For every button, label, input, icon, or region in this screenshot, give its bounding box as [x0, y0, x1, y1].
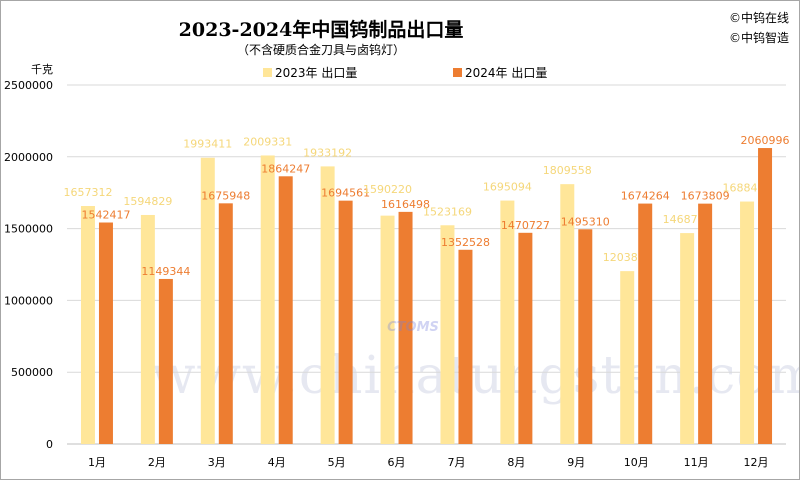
- legend-swatch-2023: [263, 68, 272, 77]
- bar-2024: [278, 176, 293, 444]
- bar-2023: [80, 206, 95, 444]
- data-label: 1694561: [321, 187, 370, 200]
- bar-2024: [458, 249, 473, 444]
- copyright-1: ©中钨在线: [728, 11, 789, 25]
- bar-2024: [698, 203, 713, 444]
- data-label: 1352528: [441, 236, 490, 249]
- data-label: 1594829: [123, 195, 172, 208]
- data-label: 1933192: [303, 146, 352, 159]
- legend-label-2024: 2024年 出口量: [465, 66, 548, 80]
- bar-2024: [398, 211, 413, 444]
- legend-2024: 2024年 出口量: [453, 64, 547, 81]
- bar-2024: [578, 229, 593, 444]
- copyright-2: ©中钨智造: [728, 31, 789, 45]
- y-axis-unit: 千克: [31, 63, 53, 76]
- x-tick-label: 2月: [148, 456, 166, 469]
- data-label: 1657312: [63, 186, 112, 199]
- bar-2023: [320, 166, 335, 445]
- data-label: 1673809: [681, 190, 730, 203]
- x-tick-label: 11月: [684, 456, 709, 469]
- y-tick-label: 0: [46, 438, 53, 451]
- bar-2023: [620, 271, 635, 444]
- bar-2023: [500, 200, 515, 444]
- data-label: 1616498: [381, 198, 430, 211]
- x-tick-label: 12月: [744, 456, 769, 469]
- data-label: 2060996: [741, 134, 790, 147]
- bar-2023: [680, 233, 695, 444]
- data-label: 1523169: [423, 205, 472, 218]
- y-tick-label: 2000000: [4, 151, 53, 164]
- x-tick-label: 10月: [624, 456, 649, 469]
- bar-2024: [758, 148, 773, 445]
- chart-title: 2023-2024年中国钨制品出口量: [178, 19, 464, 41]
- data-label: 1674264: [621, 190, 670, 203]
- y-tick-label: 1500000: [4, 223, 53, 236]
- y-tick-label: 500000: [11, 366, 53, 379]
- bar-2023: [140, 214, 155, 444]
- bar-2023: [260, 155, 275, 444]
- x-tick-label: 6月: [388, 456, 406, 469]
- x-tick-label: 1月: [88, 456, 106, 469]
- data-label: 1149344: [141, 265, 190, 278]
- data-label: 1993411: [183, 138, 232, 151]
- data-label: 2009331: [243, 135, 292, 148]
- bar-2024: [518, 232, 533, 444]
- bar-2024: [218, 203, 233, 444]
- legend-swatch-2024: [453, 68, 462, 77]
- chart-subtitle: （不含硬质合金刀具与卤钨灯）: [236, 43, 405, 57]
- x-tick-label: 7月: [447, 456, 465, 469]
- legend-label-2023: 2023年 出口量: [275, 66, 358, 80]
- data-label: 1542417: [81, 209, 130, 222]
- data-label: 1809558: [543, 164, 592, 177]
- x-tick-label: 9月: [567, 456, 585, 469]
- data-label: 1695094: [483, 181, 532, 194]
- legend-2023: 2023年 出口量: [263, 64, 357, 81]
- data-label: 1590220: [363, 183, 412, 196]
- x-tick-label: 5月: [328, 456, 346, 469]
- y-tick-label: 2500000: [4, 79, 53, 92]
- bar-2023: [440, 225, 455, 444]
- x-tick-label: 8月: [507, 456, 525, 469]
- data-label: 1495310: [561, 215, 610, 228]
- bar-2023: [200, 157, 215, 444]
- x-tick-label: 3月: [208, 456, 226, 469]
- bar-2024: [158, 278, 173, 444]
- y-tick-label: 1000000: [4, 294, 53, 307]
- bar-2023: [380, 215, 395, 444]
- logo-watermark: CTOMS: [387, 320, 439, 335]
- bar-2023: [740, 201, 755, 444]
- bar-2023: [560, 184, 575, 445]
- bar-2024: [338, 200, 353, 444]
- x-tick-label: 4月: [268, 456, 286, 469]
- bar-2024: [98, 222, 113, 444]
- data-label: 1864247: [261, 162, 310, 175]
- bar-2024: [638, 203, 653, 444]
- data-label: 1470727: [501, 219, 550, 232]
- data-label: 1675948: [201, 189, 250, 202]
